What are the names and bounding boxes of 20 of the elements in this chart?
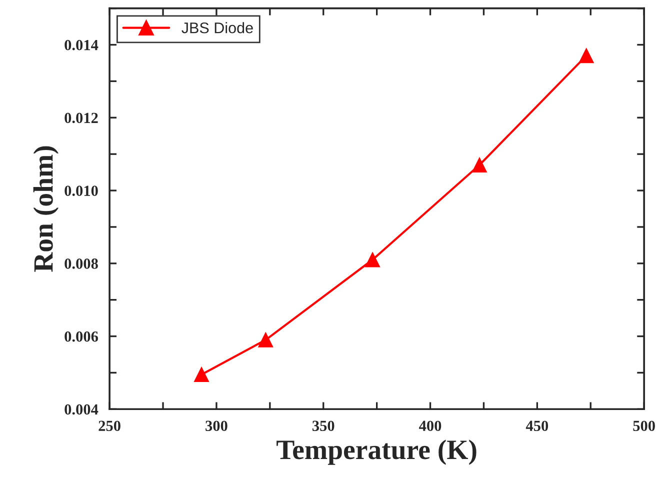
point bbox=[365, 252, 380, 268]
y-tick-label: 0.008 bbox=[64, 258, 98, 269]
y-tick-label: 0.010 bbox=[64, 186, 98, 196]
x-tick-label: 450 bbox=[526, 420, 548, 432]
y-tick-label: 0.012 bbox=[64, 112, 98, 124]
y-tick-label: 0.006 bbox=[64, 331, 98, 342]
x-tick-label: 500 bbox=[633, 420, 655, 432]
point bbox=[258, 332, 274, 348]
x-tick-label: 400 bbox=[419, 420, 442, 432]
x-tick-label: 300 bbox=[206, 420, 228, 432]
point bbox=[472, 158, 487, 172]
x-tick-label: 250 bbox=[98, 420, 120, 432]
y-axis-title: Ron (ohm) bbox=[33, 146, 59, 272]
x-axis-title: Temperature (K) bbox=[276, 440, 476, 465]
x-tick-label: 350 bbox=[312, 420, 334, 432]
y-tick-label: 0.004 bbox=[64, 404, 98, 415]
point bbox=[578, 48, 594, 64]
legend-label: JBS Diode bbox=[182, 22, 253, 34]
y-tick-label: 0.014 bbox=[64, 40, 98, 50]
point bbox=[194, 367, 209, 382]
